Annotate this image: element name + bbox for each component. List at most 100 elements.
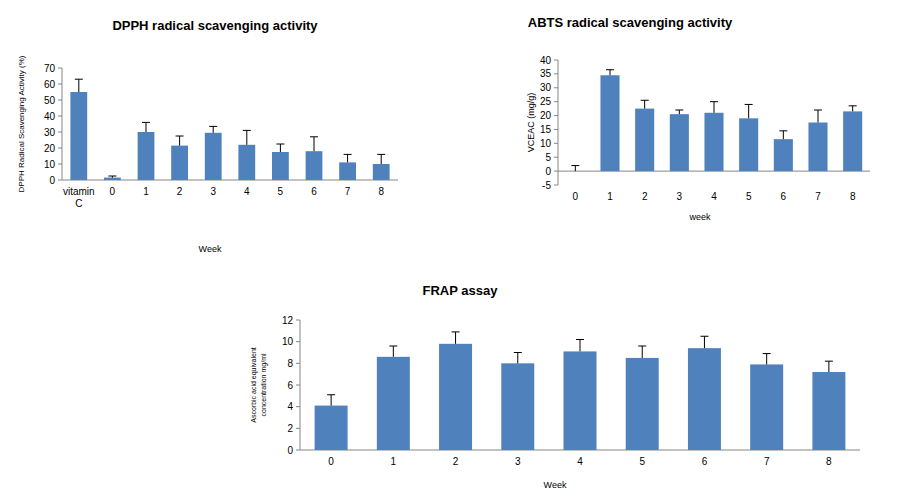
bar [238, 145, 255, 180]
x-tick-label: 2 [453, 456, 459, 467]
x-tick-label: 4 [711, 191, 717, 202]
y-tick [554, 60, 558, 61]
error-bar [310, 137, 318, 151]
y-tick-label: 2 [287, 423, 293, 434]
y-axis-label: VCEAC (mg/g) [526, 93, 536, 153]
bar [739, 118, 758, 171]
y-tick [58, 116, 62, 117]
y-tick-label: 35 [540, 68, 552, 79]
y-tick [554, 115, 558, 116]
error-bar [514, 353, 522, 364]
x-axis-label: Week [544, 480, 567, 490]
y-tick-label: 30 [540, 82, 552, 93]
y-tick-label: 4 [287, 401, 293, 412]
y-tick [554, 101, 558, 102]
bar [600, 75, 619, 171]
bar [626, 358, 659, 450]
error-bar [675, 110, 683, 114]
y-axis [558, 60, 559, 185]
y-tick [296, 428, 300, 429]
bar [205, 133, 222, 180]
y-tick-label: 8 [287, 358, 293, 369]
y-tick [58, 100, 62, 101]
x-tick-label: 3 [515, 456, 521, 467]
y-tick-label: 10 [282, 336, 294, 347]
bar [564, 351, 597, 450]
y-tick [554, 185, 558, 186]
bar [501, 363, 534, 450]
bar [171, 146, 188, 180]
y-tick [296, 320, 300, 321]
y-tick-label: 25 [540, 96, 552, 107]
x-tick-label: 7 [815, 191, 821, 202]
bar [812, 372, 845, 450]
y-tick-label: 12 [282, 315, 294, 326]
x-tick-label: 1 [143, 186, 149, 197]
bar [774, 139, 793, 171]
y-tick-label: 10 [44, 159, 56, 170]
y-tick-label: 40 [540, 55, 552, 66]
bars [571, 70, 862, 171]
y-tick [554, 143, 558, 144]
y-tick [554, 157, 558, 158]
y-tick [296, 450, 300, 451]
error-bar [344, 154, 352, 162]
x-tick-label: 6 [781, 191, 787, 202]
x-tick-label: 6 [702, 456, 708, 467]
y-tick-label: 60 [44, 79, 56, 90]
error-bar [176, 136, 184, 146]
error-bar [142, 122, 150, 132]
chart-title: FRAP assay [423, 283, 499, 298]
error-bar [763, 354, 771, 365]
y-tick [296, 341, 300, 342]
x-tick-label: 0 [110, 186, 116, 197]
y-tick-label: 0 [49, 175, 55, 186]
bar [808, 123, 827, 172]
error-bar [108, 176, 116, 178]
x-tick-label: 0 [573, 191, 579, 202]
bar [843, 111, 862, 171]
x-axis-label: week [688, 212, 711, 222]
y-tick-label: 40 [44, 111, 56, 122]
error-bar [641, 100, 649, 108]
chart-title: ABTS radical scavenging activity [528, 15, 733, 30]
y-tick [554, 129, 558, 130]
y-tick [58, 132, 62, 133]
y-tick-label: 5 [545, 152, 551, 163]
y-tick-label: -5 [542, 180, 551, 191]
error-bar [779, 131, 787, 139]
bar [439, 344, 472, 450]
y-tick [58, 84, 62, 85]
x-tick-label: 6 [311, 186, 317, 197]
error-bar [389, 346, 397, 357]
x-tick-label: 7 [764, 456, 770, 467]
x-tick-label: 4 [577, 456, 583, 467]
y-tick [554, 73, 558, 74]
bar [704, 113, 723, 171]
bar [138, 132, 155, 180]
y-tick [58, 164, 62, 165]
x-tick-label: 3 [210, 186, 216, 197]
y-tick-label: 10 [540, 138, 552, 149]
error-bar [814, 110, 822, 123]
y-tick [58, 68, 62, 69]
y-tick-label: 20 [540, 110, 552, 121]
bar [688, 348, 721, 450]
x-tick-label: 2 [642, 191, 648, 202]
error-bar [377, 154, 385, 164]
bars [315, 332, 846, 450]
y-tick [296, 363, 300, 364]
error-bar [638, 346, 646, 358]
y-tick [296, 385, 300, 386]
x-tick-label: 5 [746, 191, 752, 202]
y-axis-label: DPPH Radical Scavenging Activity (%) [17, 55, 26, 192]
x-tick-label: 2 [177, 186, 183, 197]
y-tick [554, 171, 558, 172]
x-tick-label: 0 [328, 456, 334, 467]
chart-panel: DPPH radical scavenging activity01020304… [17, 18, 398, 254]
x-tick-label: 8 [378, 186, 384, 197]
bar [377, 357, 410, 450]
error-bar [452, 332, 460, 344]
y-axis [62, 68, 63, 180]
y-tick [58, 148, 62, 149]
